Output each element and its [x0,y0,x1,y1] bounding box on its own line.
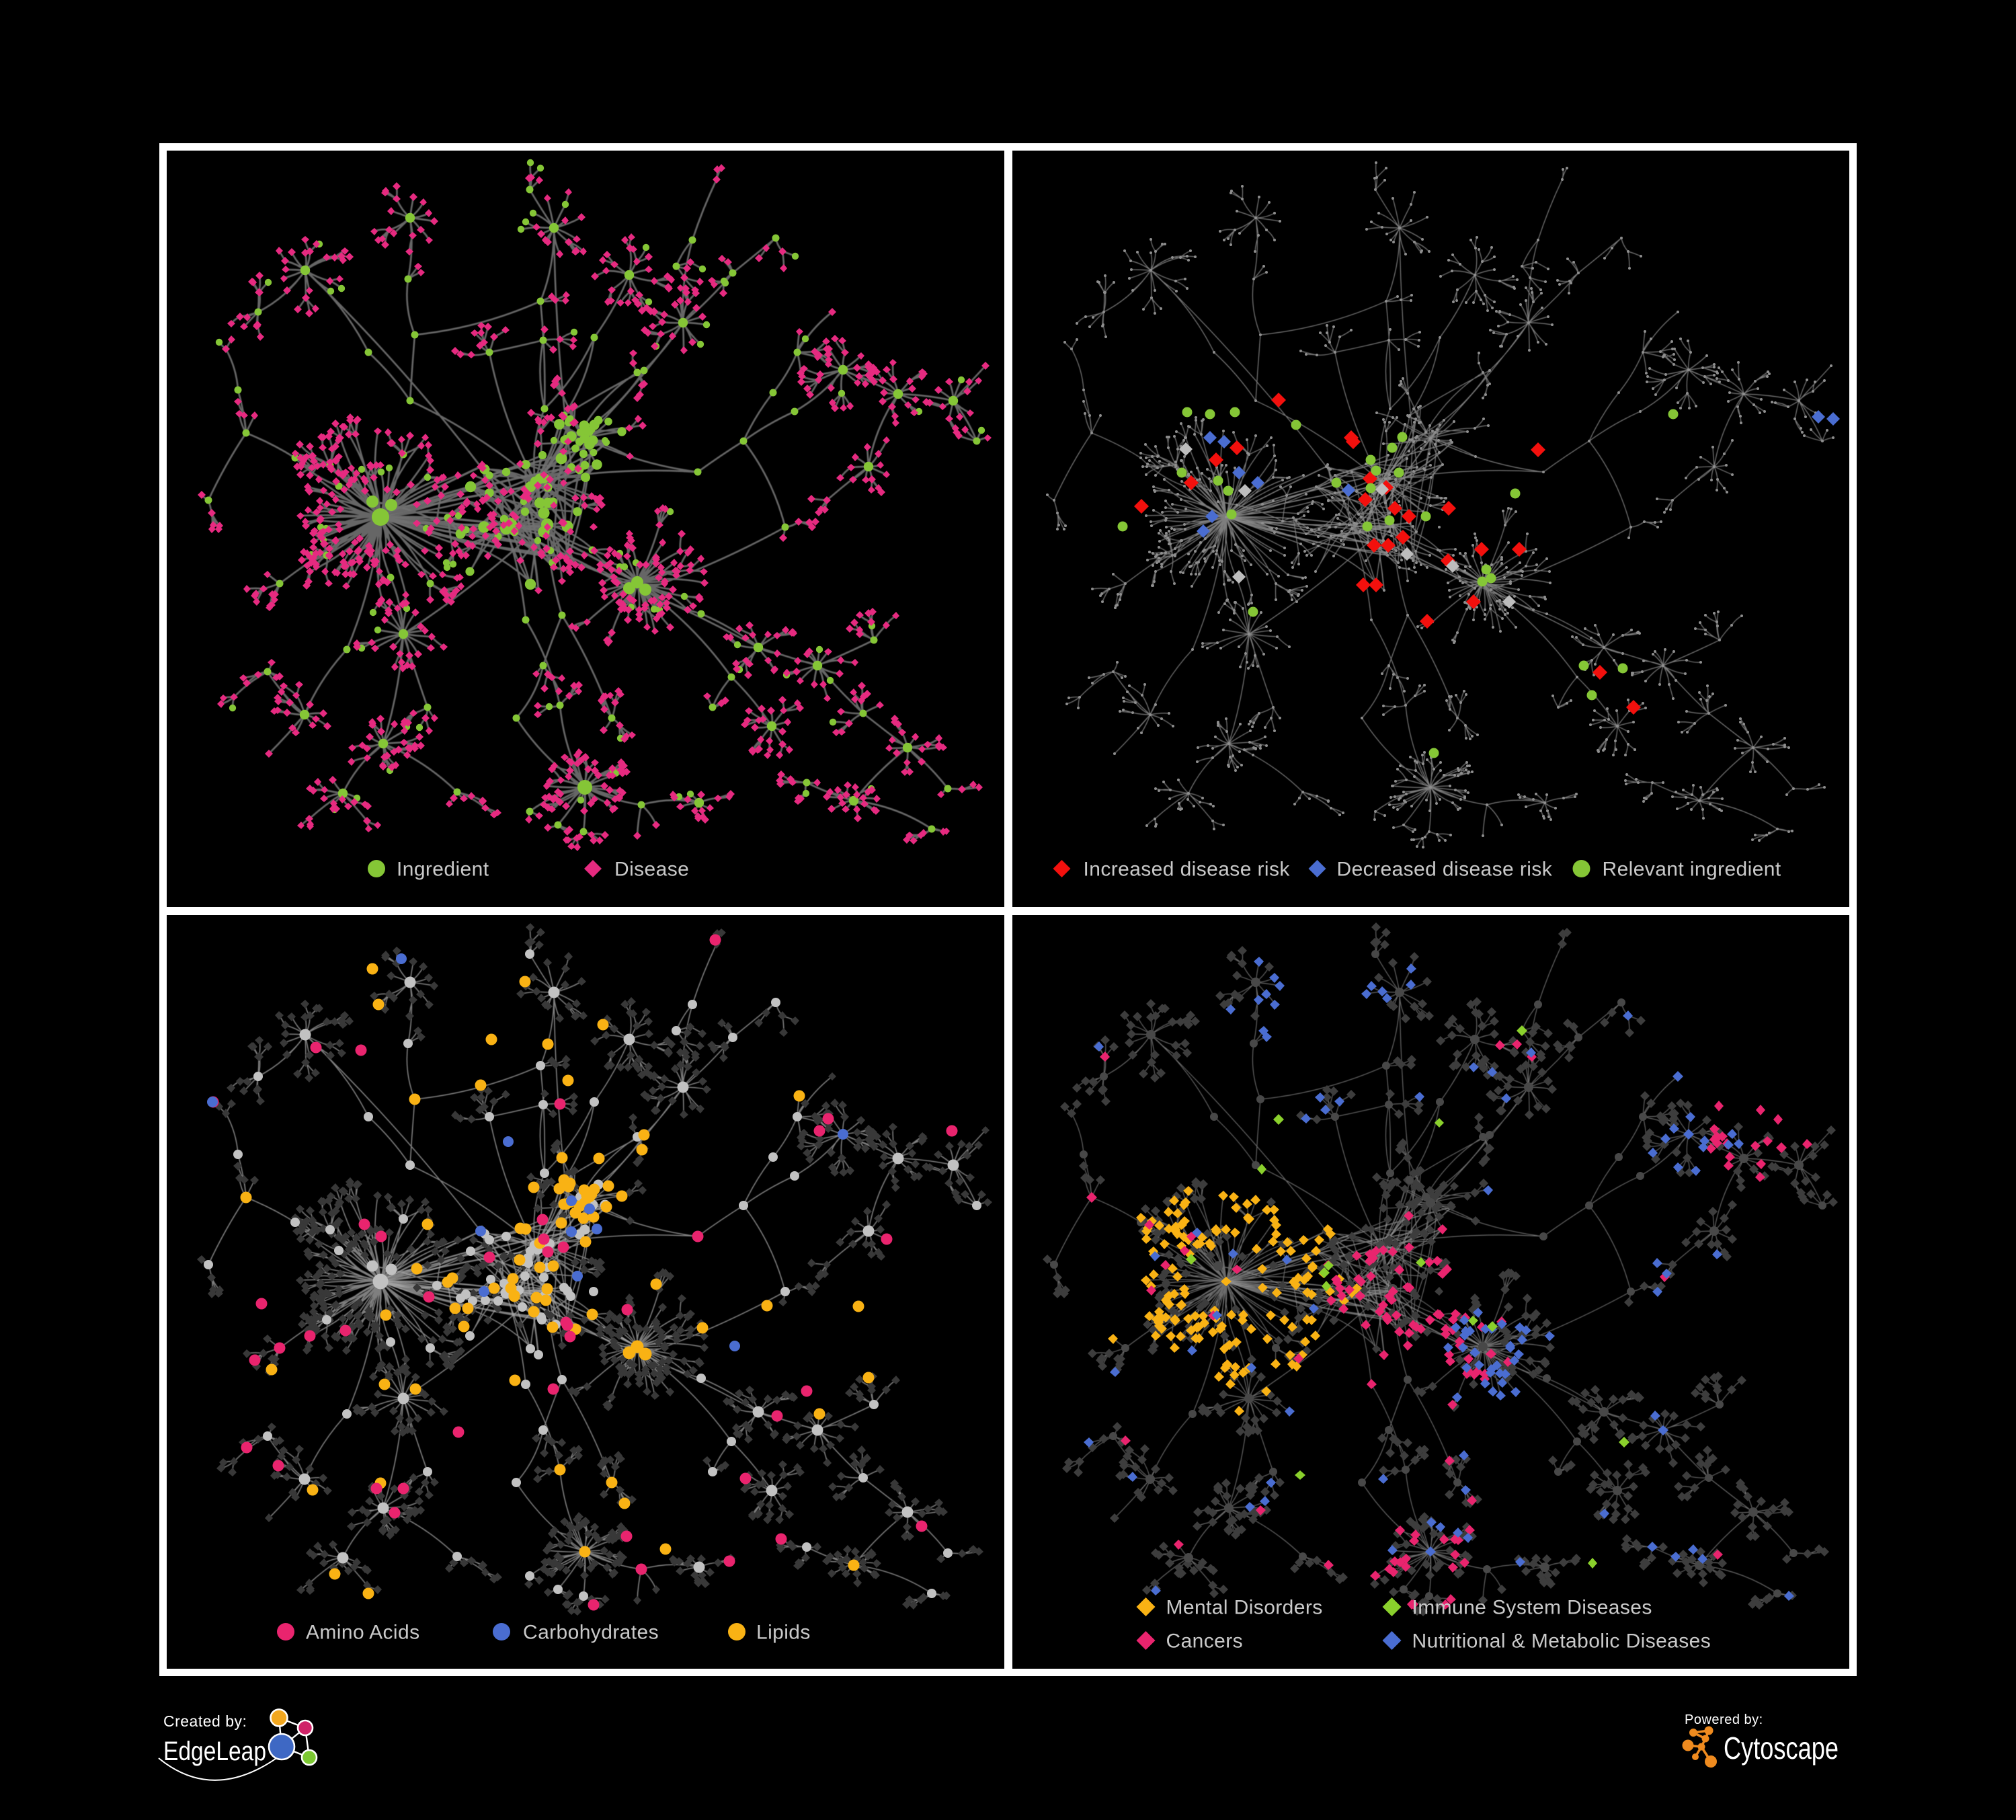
svg-text:Increased disease risk: Increased disease risk [1083,859,1290,881]
svg-text:Ingredient: Ingredient [397,859,489,881]
svg-text:Created by:: Created by: [163,1712,247,1730]
svg-text:Powered by:: Powered by: [1685,1712,1763,1727]
svg-text:Decreased disease risk: Decreased disease risk [1336,859,1552,881]
svg-text:Amino Acids: Amino Acids [306,1621,419,1643]
svg-text:Lipids: Lipids [756,1621,811,1643]
svg-text:Mental Disorders: Mental Disorders [1166,1596,1322,1618]
svg-text:Carbohydrates: Carbohydrates [523,1621,659,1643]
svg-text:Cytoscape: Cytoscape [1724,1731,1839,1766]
svg-text:Relevant ingredient: Relevant ingredient [1602,859,1781,881]
svg-text:Immune System Diseases: Immune System Diseases [1412,1596,1652,1618]
svg-text:Nutritional & Metabolic Diseas: Nutritional & Metabolic Diseases [1412,1630,1711,1652]
svg-text:EdgeLeap: EdgeLeap [163,1737,266,1766]
svg-text:Disease: Disease [614,859,689,881]
svg-text:Cancers: Cancers [1166,1630,1243,1652]
